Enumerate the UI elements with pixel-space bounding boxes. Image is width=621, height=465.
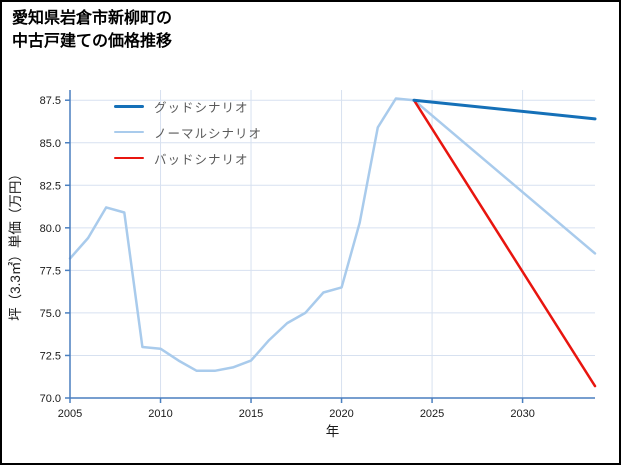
svg-text:82.5: 82.5 <box>40 180 61 192</box>
svg-text:2025: 2025 <box>420 408 444 420</box>
legend-label-normal: ノーマルシナリオ <box>154 126 263 141</box>
svg-text:70.0: 70.0 <box>40 393 61 405</box>
bad-scenario-line-icon <box>114 156 144 160</box>
svg-text:75.0: 75.0 <box>40 308 61 320</box>
svg-text:80.0: 80.0 <box>40 223 61 235</box>
svg-text:87.5: 87.5 <box>40 95 61 107</box>
legend-label-bad: バッドシナリオ <box>154 152 249 167</box>
good-scenario-line-icon <box>114 104 144 108</box>
svg-text:85.0: 85.0 <box>40 138 61 150</box>
svg-text:2010: 2010 <box>148 408 172 420</box>
svg-text:2030: 2030 <box>510 408 534 420</box>
svg-text:坪（3.3㎡）単価（万円）: 坪（3.3㎡）単価（万円） <box>8 167 23 321</box>
legend-item-good: グッドシナリオ <box>114 93 262 119</box>
page-title: 愛知県岩倉市新柳町の 中古戸建ての価格推移 <box>12 7 172 53</box>
legend-label-good: グッドシナリオ <box>154 100 249 115</box>
page-title-line1: 愛知県岩倉市新柳町の <box>12 10 173 27</box>
svg-text:2015: 2015 <box>239 408 263 420</box>
legend-item-normal: ノーマルシナリオ <box>114 119 262 145</box>
svg-text:2005: 2005 <box>58 408 82 420</box>
svg-text:2020: 2020 <box>329 408 353 420</box>
page-title-line2: 中古戸建ての価格推移 <box>12 33 173 51</box>
svg-text:77.5: 77.5 <box>40 265 61 277</box>
chart-legend: グッドシナリオ ノーマルシナリオ バッドシナリオ <box>114 93 262 171</box>
legend-item-bad: バッドシナリオ <box>114 145 262 171</box>
normal-scenario-line-icon <box>114 130 144 134</box>
svg-text:年: 年 <box>326 424 340 439</box>
svg-text:72.5: 72.5 <box>40 350 61 362</box>
